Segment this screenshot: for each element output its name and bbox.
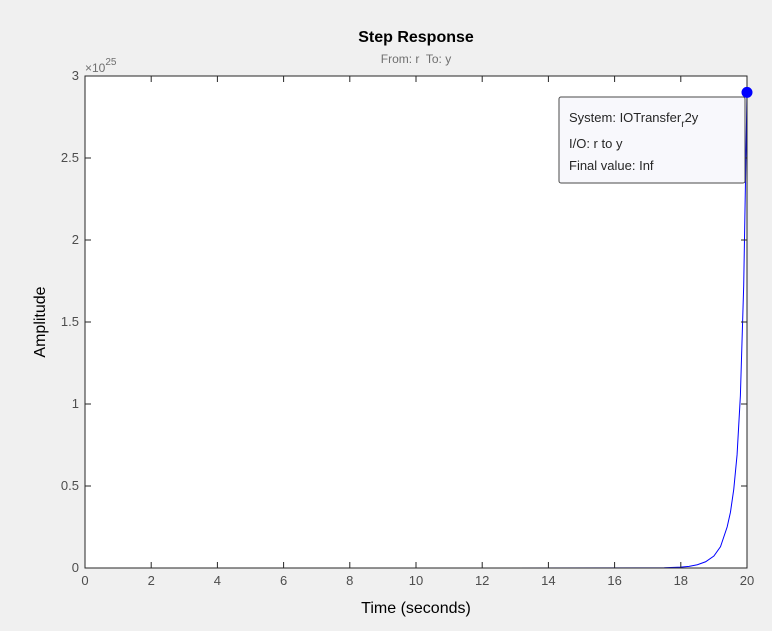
datatip-system-suffix: 2y — [685, 110, 699, 125]
y-tick-label: 2 — [72, 232, 79, 247]
x-tick-label: 6 — [280, 573, 287, 588]
x-tick-label: 14 — [541, 573, 555, 588]
y-axis-label: Amplitude — [32, 286, 49, 357]
x-tick-label: 10 — [409, 573, 423, 588]
x-tick-label: 16 — [607, 573, 621, 588]
datatip-system-subscript: r — [681, 119, 685, 130]
x-tick-label: 4 — [214, 573, 221, 588]
datatip[interactable]: System: IOTransferr2y I/O: r to y Final … — [558, 96, 746, 184]
y-exponent-label: ×1025 — [85, 57, 117, 75]
datatip-io: I/O: r to y — [569, 136, 623, 151]
chart-title: Step Response — [358, 29, 474, 46]
x-tick-label: 18 — [674, 573, 688, 588]
tick-layer: 0 2 4 6 8 10 12 14 16 18 20 0 0.5 1 1.5 2 2.5 3 — [61, 68, 754, 588]
y-tick-label: 0.5 — [61, 478, 79, 493]
y-exponent-power: 25 — [105, 57, 117, 68]
datatip-system: System: IOTransferr2y — [569, 110, 699, 130]
datatip-final-value: Final value: Inf — [569, 158, 654, 173]
y-tick-label: 1 — [72, 396, 79, 411]
datatip-system-prefix: System: IOTransfer — [569, 110, 682, 125]
y-tick-label: 3 — [72, 68, 79, 83]
y-tick-label: 2.5 — [61, 150, 79, 165]
x-tick-label: 2 — [148, 573, 155, 588]
datatip-marker[interactable] — [741, 86, 753, 98]
datatip-box — [558, 96, 746, 184]
y-exponent-base: ×10 — [85, 61, 106, 75]
chart-subtitle: From: r To: y — [381, 52, 451, 66]
y-tick-label: 0 — [72, 560, 79, 575]
x-tick-label: 20 — [740, 573, 754, 588]
x-tick-label: 0 — [81, 573, 88, 588]
x-axis-label: Time (seconds) — [361, 600, 471, 617]
y-tick-label: 1.5 — [61, 314, 79, 329]
x-tick-label: 12 — [475, 573, 489, 588]
x-tick-label: 8 — [346, 573, 353, 588]
plot-frame — [84, 75, 748, 569]
